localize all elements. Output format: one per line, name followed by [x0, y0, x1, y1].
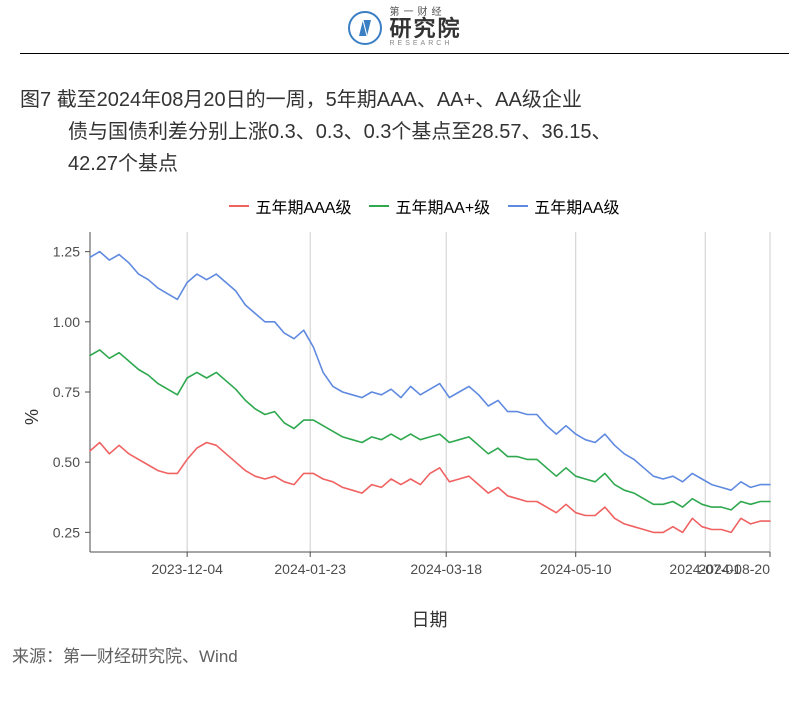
title-prefix: 图7	[20, 89, 51, 111]
logo-large-line: 研究院	[389, 18, 461, 40]
svg-text:2024-01-23: 2024-01-23	[274, 561, 346, 577]
chart-container: % 0.250.500.751.001.252023-12-042024-01-…	[20, 222, 790, 612]
legend-label-1: 五年期AA+级	[395, 194, 490, 218]
legend-item: 五年期AA+级	[369, 194, 490, 218]
svg-text:2024-03-18: 2024-03-18	[410, 561, 482, 577]
svg-text:0.50: 0.50	[53, 454, 80, 470]
svg-text:2023-12-04: 2023-12-04	[151, 561, 223, 577]
legend-label-0: 五年期AAA级	[255, 194, 351, 218]
svg-text:0.75: 0.75	[53, 384, 80, 400]
source-text: 来源：第一财经研究院、Wind	[0, 632, 809, 667]
svg-text:0.25: 0.25	[53, 524, 80, 540]
title-line3: 42.27个基点	[20, 148, 789, 180]
svg-text:2024-05-10: 2024-05-10	[540, 561, 612, 577]
title-line1: 截至2024年08月20日的一周，5年期AAA、AA+、AA级企业	[57, 89, 582, 111]
svg-text:2024-08-20: 2024-08-20	[698, 561, 770, 577]
legend-swatch-1	[369, 205, 389, 207]
legend-swatch-0	[229, 205, 249, 207]
legend-label-2: 五年期AA级	[534, 194, 619, 218]
title-line2: 债与国债利差分别上涨0.3、0.3、0.3个基点至28.57、36.15、	[20, 116, 789, 148]
header-logo-area: 第一财经 研究院 RESEARCH	[0, 0, 809, 53]
svg-text:1.25: 1.25	[53, 244, 80, 260]
logo-en-line: RESEARCH	[389, 40, 461, 47]
svg-text:1.00: 1.00	[53, 314, 80, 330]
line-chart: 0.25 0.50 0.75 1.00 1.25 2023-12-04 2024-01-23…	[20, 222, 790, 612]
figure-title: 图7 截至2024年08月20日的一周，5年期AAA、AA+、AA级企业 债与国…	[0, 54, 809, 190]
chart-legend: 五年期AAA级 五年期AA+级 五年期AA级	[40, 190, 809, 222]
logo-icon	[347, 10, 383, 46]
legend-swatch-2	[508, 205, 528, 207]
logo-text: 第一财经 研究院 RESEARCH	[389, 8, 461, 47]
legend-item: 五年期AA级	[508, 194, 619, 218]
legend-item: 五年期AAA级	[229, 194, 351, 218]
